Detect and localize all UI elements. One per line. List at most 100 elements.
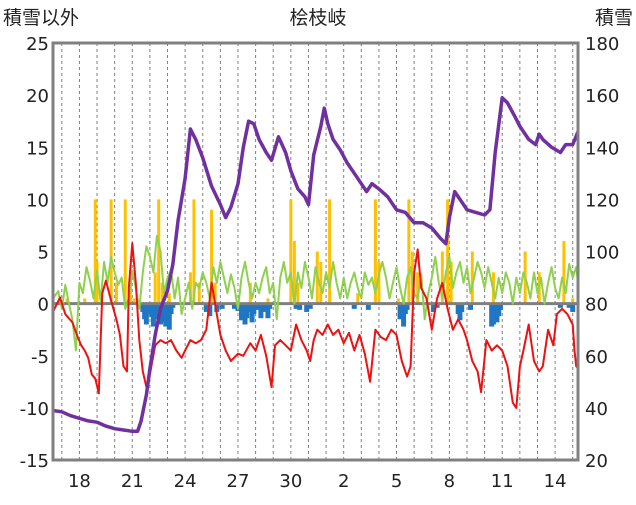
precip-bar bbox=[114, 282, 118, 304]
negative-bar bbox=[219, 303, 225, 309]
negative-bar bbox=[293, 303, 299, 309]
negative-bar bbox=[170, 303, 176, 308]
label-layer: 桧枝岐 積雪以外 積雪 2520151050-5-10-151801601401… bbox=[3, 7, 633, 492]
precip-bar bbox=[109, 199, 113, 304]
negative-bar bbox=[214, 303, 220, 312]
x-tick-label: 5 bbox=[391, 471, 402, 492]
y-right-axis-title: 積雪 bbox=[595, 7, 633, 29]
y-right-tick-label: 80 bbox=[585, 295, 608, 316]
frame-layer bbox=[51, 41, 580, 462]
negative-bar bbox=[431, 303, 437, 312]
x-tick-label: 14 bbox=[544, 471, 567, 492]
negative-bar bbox=[304, 303, 310, 312]
negative-bar bbox=[557, 303, 563, 308]
y-right-tick-label: 20 bbox=[585, 451, 608, 472]
precip-bar bbox=[292, 241, 296, 304]
y-left-tick-label: 15 bbox=[26, 138, 49, 159]
negative-bar bbox=[258, 303, 264, 319]
negative-bar bbox=[246, 303, 252, 312]
negative-bar bbox=[365, 303, 371, 310]
x-tick-label: 24 bbox=[174, 471, 197, 492]
precip-bar bbox=[449, 261, 453, 304]
precip-bar bbox=[296, 282, 300, 304]
precip-bar bbox=[93, 199, 97, 304]
negative-bar bbox=[397, 303, 403, 320]
series-line-temperature bbox=[52, 242, 579, 409]
series-line-sunshine bbox=[52, 234, 579, 352]
y-right-tick-label: 140 bbox=[585, 138, 619, 159]
precip-bar bbox=[95, 261, 99, 304]
precip-bar bbox=[416, 272, 420, 304]
y-right-tick-label: 40 bbox=[585, 399, 608, 420]
precip-bar bbox=[153, 272, 157, 304]
precip-bar bbox=[440, 251, 444, 304]
precip-bar bbox=[197, 282, 201, 304]
negative-bar bbox=[570, 303, 576, 312]
negative-bar bbox=[404, 303, 410, 310]
y-left-tick-label: -15 bbox=[20, 451, 49, 472]
negative-bar bbox=[203, 303, 209, 312]
x-tick-label: 2 bbox=[338, 471, 349, 492]
negative-bar bbox=[459, 303, 465, 312]
negative-bar bbox=[434, 303, 440, 308]
x-tick-label: 30 bbox=[279, 471, 302, 492]
precip-bar bbox=[160, 282, 164, 304]
negative-bar bbox=[297, 303, 303, 310]
y-left-tick-label: 0 bbox=[38, 295, 49, 316]
precip-bar bbox=[210, 209, 214, 304]
negative-bar bbox=[497, 303, 503, 310]
precip-bar bbox=[356, 293, 360, 304]
precip-bar bbox=[167, 293, 171, 304]
x-tick-label: 18 bbox=[68, 471, 91, 492]
plot-frame bbox=[51, 41, 580, 462]
y-left-tick-label: -5 bbox=[31, 347, 49, 368]
precip-bar bbox=[562, 241, 566, 304]
precip-bar bbox=[396, 298, 400, 304]
y-left-tick-label: 5 bbox=[38, 243, 49, 264]
y-left-tick-label: 10 bbox=[26, 190, 49, 211]
x-tick-label: 8 bbox=[444, 471, 455, 492]
y-right-tick-label: 120 bbox=[585, 190, 619, 211]
negative-bar bbox=[351, 303, 357, 309]
negative-bar bbox=[261, 303, 267, 312]
precip-bar bbox=[571, 298, 575, 304]
precip-bar bbox=[373, 199, 377, 304]
precip-bar bbox=[132, 298, 136, 304]
negative-bar bbox=[168, 303, 174, 315]
x-tick-label: 11 bbox=[491, 471, 514, 492]
precip-bar bbox=[123, 199, 127, 304]
y-right-tick-label: 180 bbox=[585, 34, 619, 55]
y-left-tick-label: 25 bbox=[26, 34, 49, 55]
x-tick-label: 21 bbox=[121, 471, 144, 492]
precip-bar bbox=[407, 199, 411, 304]
negative-bar bbox=[152, 303, 158, 320]
negative-bar bbox=[231, 303, 237, 309]
negative-bar bbox=[267, 303, 273, 309]
negative-bar bbox=[401, 303, 407, 327]
y-right-tick-label: 60 bbox=[585, 347, 608, 368]
precip-bar bbox=[188, 272, 192, 304]
x-tick-label: 27 bbox=[227, 471, 250, 492]
chart-title: 桧枝岐 bbox=[289, 7, 346, 29]
line-layer bbox=[52, 95, 580, 434]
negative-bar bbox=[468, 303, 474, 310]
y-left-tick-label: 20 bbox=[26, 86, 49, 107]
series-line-snow-depth bbox=[52, 95, 580, 434]
precip-bar bbox=[157, 199, 161, 304]
negative-bar bbox=[307, 303, 313, 309]
y-right-tick-label: 160 bbox=[585, 86, 619, 107]
precip-bar bbox=[83, 298, 87, 304]
negative-bar bbox=[251, 303, 257, 315]
precip-bar bbox=[328, 199, 332, 304]
negative-bar bbox=[254, 303, 260, 310]
y-right-tick-label: 100 bbox=[585, 243, 619, 264]
negative-bar bbox=[166, 303, 172, 330]
precip-bar bbox=[377, 261, 381, 304]
precip-bar bbox=[289, 199, 293, 304]
precip-bar bbox=[192, 199, 196, 304]
precip-bar bbox=[446, 199, 450, 304]
precip-bar bbox=[319, 261, 323, 304]
